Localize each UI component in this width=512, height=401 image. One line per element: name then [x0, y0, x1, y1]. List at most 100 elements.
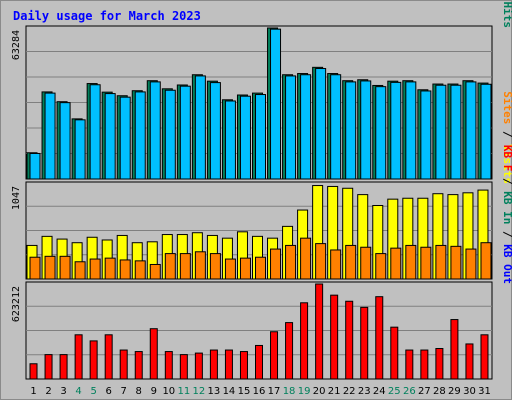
series-axis-label-part: /	[501, 171, 512, 185]
bar-sites	[239, 257, 251, 280]
bar-files	[239, 95, 251, 180]
bar-files	[194, 75, 206, 180]
bar-sites	[420, 246, 432, 280]
panel-visits-sites: 1047 Sites / Visits	[11, 91, 512, 280]
bar-sites	[149, 263, 161, 280]
x-tick-label: 29	[448, 386, 461, 397]
x-tick-label: 3	[60, 386, 66, 397]
bar-files	[29, 152, 41, 180]
bar-files	[420, 90, 432, 180]
series-axis-label-part: Visits	[501, 138, 512, 184]
bar-kb-f	[330, 294, 339, 380]
bar-kb-f	[59, 354, 68, 380]
bar-sites	[465, 248, 477, 280]
x-tick-label: 30	[463, 386, 476, 397]
x-tick-label: 15	[238, 386, 251, 397]
series-axis-label: Sites / Visits	[501, 91, 512, 184]
bar-files	[89, 84, 101, 180]
bar-kb-f	[255, 344, 263, 380]
bar-kb-f	[149, 328, 158, 380]
x-tick-label: 28	[433, 386, 446, 397]
bar-kb-f	[300, 302, 309, 380]
x-tick-label: 21	[328, 386, 341, 397]
bar-files	[59, 102, 71, 180]
bar-kb-f	[435, 348, 444, 380]
x-tick-label: 26	[403, 386, 416, 397]
max-value-label: 63284	[11, 30, 22, 60]
x-tick-label: 17	[268, 386, 281, 397]
series-axis-label: Pages / Files / Hits	[501, 1, 512, 28]
bar-sites	[390, 247, 402, 280]
bar-sites	[360, 246, 372, 280]
x-tick-label: 16	[253, 386, 266, 397]
bar-files	[149, 81, 161, 180]
bar-kb-f	[209, 349, 218, 380]
bar-files	[119, 96, 131, 180]
bar-kb-f	[224, 349, 233, 380]
bar-sites	[270, 248, 282, 280]
bar-files	[134, 91, 146, 180]
bar-kb-f	[315, 283, 324, 380]
x-tick-label: 31	[478, 386, 491, 397]
x-tick-label: 27	[418, 386, 431, 397]
x-tick-label: 23	[358, 386, 371, 397]
bar-kb-f	[179, 354, 188, 380]
bar-files	[74, 119, 86, 180]
bar-files	[405, 81, 417, 180]
bar-files	[465, 81, 477, 180]
bar-kb-f	[450, 319, 459, 380]
bar-kb-f	[345, 300, 354, 380]
panel-kbytes: 623212 KB F / KB In / KB Out	[11, 145, 512, 380]
bar-kb-f	[375, 296, 384, 380]
bar-kb-f	[405, 349, 414, 380]
bar-kb-f	[239, 351, 248, 380]
bar-sites	[89, 258, 101, 280]
bar-kb-f	[285, 322, 294, 380]
bar-files	[164, 89, 176, 180]
bar-sites	[59, 255, 71, 280]
bar-sites	[29, 256, 41, 280]
x-tick-label: 20	[313, 386, 326, 397]
bar-sites	[74, 261, 86, 280]
bar-kb-f	[74, 334, 83, 380]
bar-files	[375, 86, 387, 180]
bar-kb-f	[270, 331, 279, 380]
bar-sites	[209, 253, 221, 280]
bar-files	[300, 74, 312, 180]
x-tick-label: 6	[105, 386, 111, 397]
bar-sites	[345, 244, 357, 280]
max-value-label: 1047	[11, 186, 22, 210]
series-axis-label-part: KB F	[501, 145, 512, 172]
panel-hits-files-pages: 63284 Pages / Files / Hits	[11, 1, 512, 180]
bar-files	[435, 84, 447, 180]
series-axis-label: KB F / KB In / KB Out	[501, 145, 512, 284]
bar-sites	[450, 245, 462, 280]
bar-kb-f	[104, 334, 113, 380]
series-axis-label-part: KB Out	[501, 238, 512, 284]
bar-sites	[224, 258, 236, 280]
bar-kb-f	[44, 354, 53, 380]
bar-files	[330, 74, 342, 180]
x-tick-label: 10	[162, 386, 175, 397]
bar-sites	[164, 253, 176, 280]
bar-files	[285, 75, 297, 180]
x-tick-label: 5	[90, 386, 96, 397]
bar-files	[224, 100, 236, 180]
x-tick-label: 14	[223, 386, 236, 397]
bar-files	[44, 92, 56, 180]
bar-files	[360, 80, 372, 180]
x-tick-label: 9	[151, 386, 157, 397]
bar-kb-f	[89, 340, 98, 380]
bar-sites	[134, 260, 146, 280]
bar-sites	[104, 257, 116, 280]
series-axis-label-part: Hits	[501, 1, 512, 28]
x-tick-label: 18	[283, 386, 296, 397]
x-tick-label: 22	[343, 386, 356, 397]
bar-kb-f	[360, 306, 369, 380]
bar-files	[209, 82, 221, 180]
x-tick-label: 7	[121, 386, 127, 397]
bar-files	[104, 93, 116, 180]
x-tick-label: 11	[177, 386, 190, 397]
